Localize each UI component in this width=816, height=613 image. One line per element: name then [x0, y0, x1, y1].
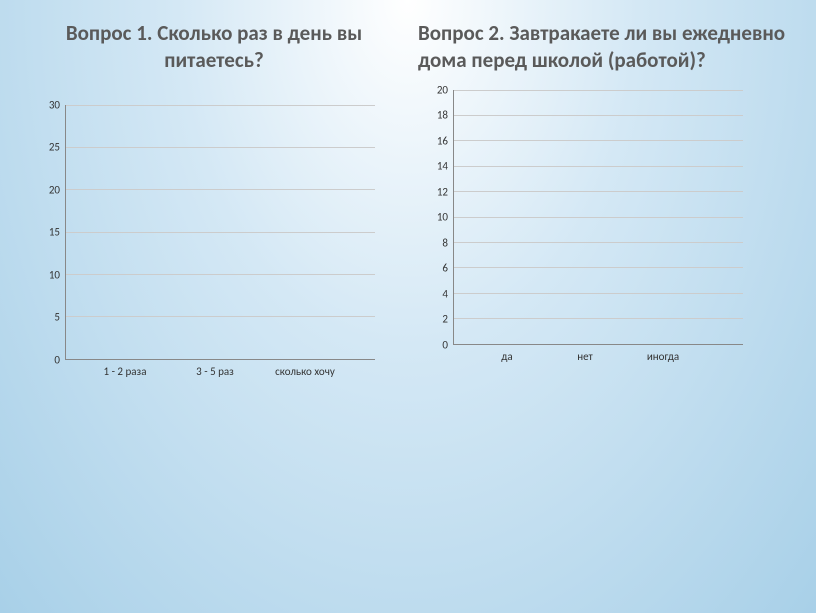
y-tick-label: 10 [418, 211, 448, 224]
y-tick-label: 25 [30, 141, 60, 154]
y-tick-label: 8 [418, 236, 448, 249]
chart2-title: Вопрос 2. Завтракаете ли вы ежедневно до… [408, 20, 796, 75]
y-tick-label: 4 [418, 287, 448, 300]
chart2-bars [454, 90, 743, 344]
y-tick-label: 14 [418, 160, 448, 173]
chart2-x-labels: данетиногда [453, 345, 743, 370]
x-tick-label: 1 - 2 раза [80, 360, 170, 385]
y-tick-label: 2 [418, 313, 448, 326]
y-tick-label: 0 [418, 338, 448, 351]
y-tick-label: 30 [30, 98, 60, 111]
chart1-title: Вопрос 1. Сколько раз в день вы питаетес… [20, 20, 408, 75]
y-tick-label: 16 [418, 134, 448, 147]
x-tick-label: сколько хочу [260, 360, 350, 385]
panel-chart1: Вопрос 1. Сколько раз в день вы питаетес… [20, 20, 408, 593]
x-tick-label: нет [546, 345, 624, 370]
y-tick-label: 6 [418, 262, 448, 275]
chart1-plot [65, 105, 375, 360]
chart1-area: 051015202530 1 - 2 раза3 - 5 разсколько … [30, 105, 380, 385]
chart2-area: 02468101214161820 данетиногда [418, 90, 748, 370]
chart1-y-axis: 051015202530 [30, 105, 60, 360]
panel-chart2: Вопрос 2. Завтракаете ли вы ежедневно до… [408, 20, 796, 593]
y-tick-label: 20 [418, 83, 448, 96]
x-tick-label: иногда [624, 345, 702, 370]
y-tick-label: 10 [30, 268, 60, 281]
x-tick-label: да [468, 345, 546, 370]
y-tick-label: 20 [30, 183, 60, 196]
y-tick-label: 0 [30, 353, 60, 366]
slide-container: Вопрос 1. Сколько раз в день вы питаетес… [0, 0, 816, 613]
chart1-bars [66, 105, 375, 359]
chart2-y-axis: 02468101214161820 [418, 90, 448, 345]
y-tick-label: 5 [30, 311, 60, 324]
y-tick-label: 12 [418, 185, 448, 198]
chart1-x-labels: 1 - 2 раза3 - 5 разсколько хочу [65, 360, 375, 385]
y-tick-label: 18 [418, 109, 448, 122]
y-tick-label: 15 [30, 226, 60, 239]
x-tick-label: 3 - 5 раз [170, 360, 260, 385]
chart2-plot [453, 90, 743, 345]
